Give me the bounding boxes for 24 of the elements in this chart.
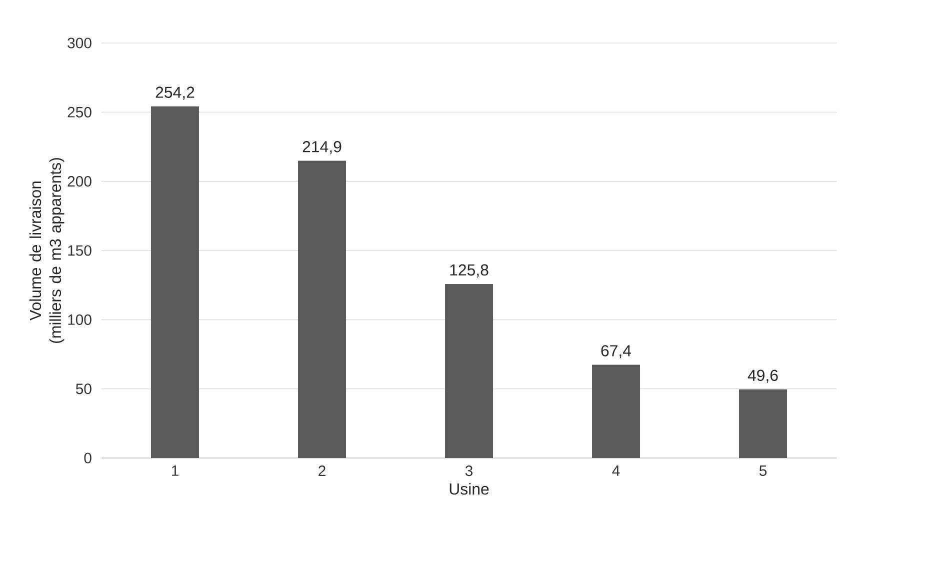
x-tick-label: 4 bbox=[612, 466, 620, 476]
bar bbox=[151, 106, 200, 458]
data-label: 125,8 bbox=[450, 264, 488, 278]
x-axis-title: Usine bbox=[450, 482, 489, 495]
y-tick-label: 300 bbox=[68, 38, 92, 48]
data-label: 254,2 bbox=[156, 86, 194, 100]
y-tick-label: 150 bbox=[68, 245, 92, 256]
data-label: 67,4 bbox=[601, 345, 632, 358]
y-tick-label: 0 bbox=[84, 452, 92, 464]
y-tick-label: 50 bbox=[76, 384, 92, 394]
bar bbox=[592, 364, 640, 458]
y-axis-title: Volume de livraison (milliers de m3 apparents) bbox=[29, 158, 64, 343]
y-tick-label: 250 bbox=[68, 106, 92, 118]
y-tick-label: 200 bbox=[68, 176, 92, 187]
bar bbox=[298, 160, 346, 458]
bar bbox=[445, 284, 494, 458]
data-label: 214,9 bbox=[302, 141, 342, 154]
data-label: 49,6 bbox=[748, 370, 778, 383]
y-tick-label: 100 bbox=[68, 314, 92, 325]
x-tick-label: 3 bbox=[465, 466, 473, 476]
x-tick-label: 2 bbox=[318, 466, 326, 476]
bar bbox=[739, 389, 788, 458]
x-tick-label: 1 bbox=[172, 466, 178, 476]
x-tick-label: 5 bbox=[759, 466, 767, 476]
